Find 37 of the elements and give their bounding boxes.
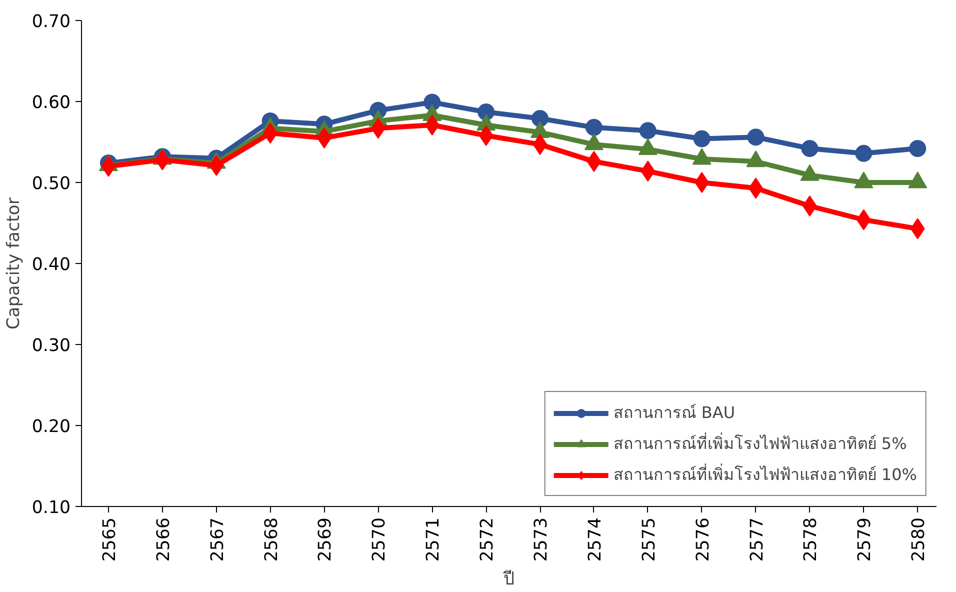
point: [801, 140, 818, 157]
x-tick-label: 2580: [909, 517, 930, 562]
x-tick-label: 2576: [693, 517, 714, 562]
point: [747, 128, 764, 146]
x-axis-title: ปี: [502, 570, 514, 590]
x-tick-label: 2578: [801, 517, 822, 562]
y-tick-label: 0.20: [32, 417, 71, 437]
point: [585, 118, 602, 136]
legend-label: สถานการณ์ที่เพิ่มโรงไฟฟ้าแสงอาทิตย์ 10%: [613, 462, 917, 486]
x-tick-label: 2569: [316, 517, 336, 562]
y-tick-label: 0.50: [32, 174, 71, 194]
y-tick-label: 0.40: [32, 255, 71, 275]
x-tick-label: 2574: [585, 517, 606, 562]
x-tick-label: 2577: [747, 517, 768, 562]
x-tick-label: 2565: [100, 517, 120, 562]
point: [639, 122, 656, 140]
x-tick-label: 2566: [154, 517, 174, 562]
point: [694, 172, 710, 193]
x-tick-label: 2571: [424, 517, 444, 562]
point: [909, 140, 926, 157]
legend-label: สถานการณ์ BAU: [613, 402, 736, 424]
x-tick-label: 2579: [855, 517, 876, 562]
x-tick-label: 2570: [370, 517, 390, 562]
point: [855, 144, 872, 162]
x-tick-label: 2568: [262, 517, 282, 562]
y-axis-title: Capacity factor: [4, 196, 24, 330]
y-tick-label: 0.70: [32, 12, 71, 32]
point: [693, 130, 710, 148]
x-tick-label: 2575: [639, 517, 660, 562]
y-tick-label: 0.30: [32, 336, 71, 356]
x-tick-label: 2572: [478, 517, 498, 562]
x-tick-label: 2573: [532, 517, 552, 562]
point: [532, 110, 549, 127]
y-tick-label: 0.60: [32, 93, 71, 113]
x-tick-label: 2567: [208, 517, 228, 562]
legend-label: สถานการณ์ที่เพิ่มโรงไฟฟ้าแสงอาทิตย์ 5%: [613, 432, 907, 455]
y-tick-label: 0.10: [32, 498, 71, 518]
